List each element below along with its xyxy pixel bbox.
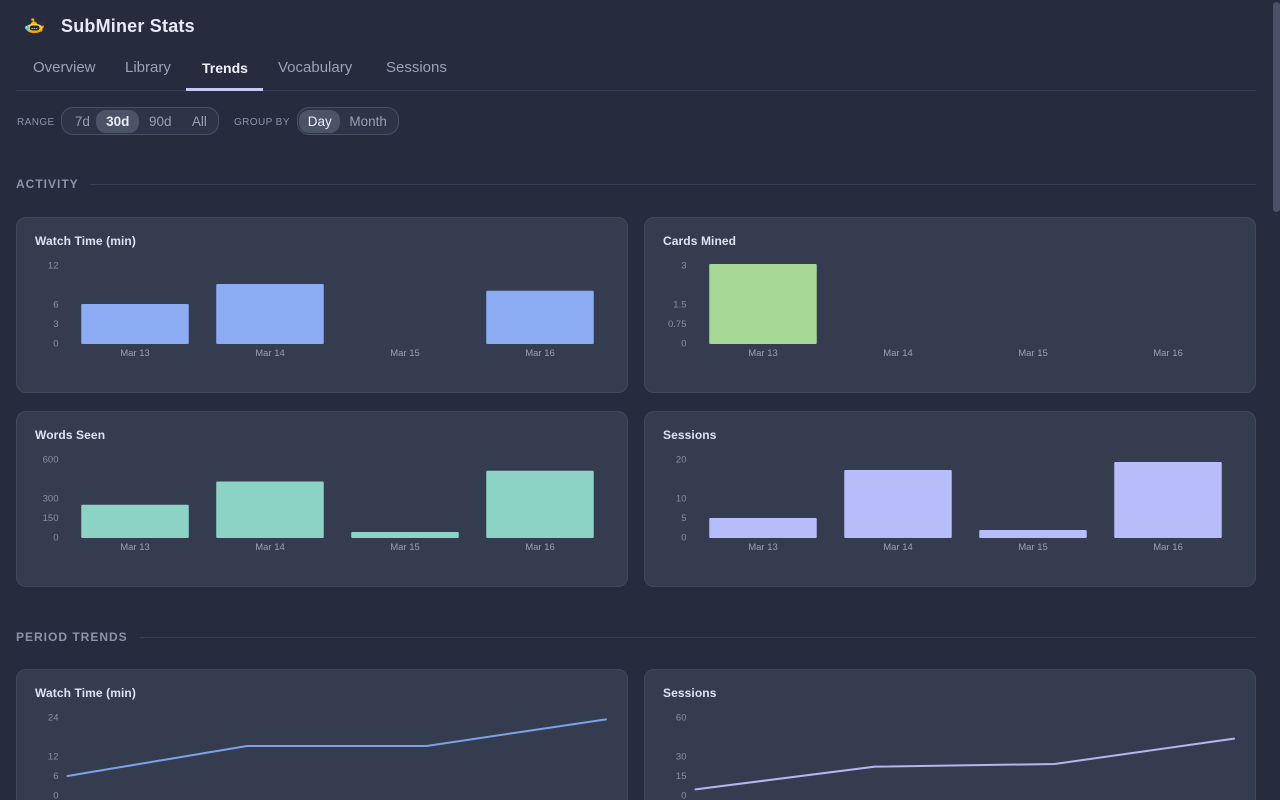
svg-text:6: 6	[53, 771, 58, 782]
svg-text:60: 60	[676, 712, 687, 723]
svg-text:Mar 13: Mar 13	[748, 348, 778, 359]
svg-text:0: 0	[681, 790, 686, 800]
svg-text:150: 150	[43, 513, 59, 524]
svg-text:15: 15	[676, 771, 687, 782]
svg-text:12: 12	[48, 260, 59, 271]
svg-text:6: 6	[53, 299, 58, 310]
svg-text:Mar 14: Mar 14	[883, 348, 913, 359]
svg-text:Mar 13: Mar 13	[120, 542, 150, 553]
svg-text:0: 0	[53, 338, 58, 349]
svg-text:Mar 15: Mar 15	[390, 542, 420, 553]
svg-text:300: 300	[43, 493, 59, 504]
svg-text:Mar 16: Mar 16	[525, 348, 555, 359]
svg-text:3: 3	[681, 260, 686, 271]
svg-text:Mar 13: Mar 13	[748, 542, 778, 553]
svg-text:30: 30	[676, 751, 687, 762]
svg-text:20: 20	[676, 454, 687, 465]
svg-text:Mar 15: Mar 15	[390, 348, 420, 359]
svg-text:600: 600	[43, 454, 59, 465]
svg-text:0: 0	[681, 532, 686, 543]
svg-text:0: 0	[53, 790, 58, 800]
svg-text:24: 24	[48, 712, 59, 723]
svg-text:12: 12	[48, 751, 59, 762]
svg-text:3: 3	[53, 319, 58, 330]
svg-text:Mar 14: Mar 14	[255, 348, 285, 359]
svg-text:Mar 16: Mar 16	[1153, 348, 1183, 359]
svg-text:Mar 14: Mar 14	[883, 542, 913, 553]
svg-text:Mar 15: Mar 15	[1018, 542, 1048, 553]
svg-text:Mar 13: Mar 13	[120, 348, 150, 359]
svg-text:0: 0	[681, 338, 686, 349]
svg-text:0.75: 0.75	[668, 319, 687, 330]
svg-text:Mar 16: Mar 16	[1153, 542, 1183, 553]
svg-text:10: 10	[676, 493, 687, 504]
svg-text:5: 5	[681, 513, 686, 524]
svg-text:Mar 15: Mar 15	[1018, 348, 1048, 359]
svg-text:1.5: 1.5	[673, 299, 686, 310]
svg-text:Mar 14: Mar 14	[255, 542, 285, 553]
svg-text:0: 0	[53, 532, 58, 543]
svg-text:Mar 16: Mar 16	[525, 542, 555, 553]
